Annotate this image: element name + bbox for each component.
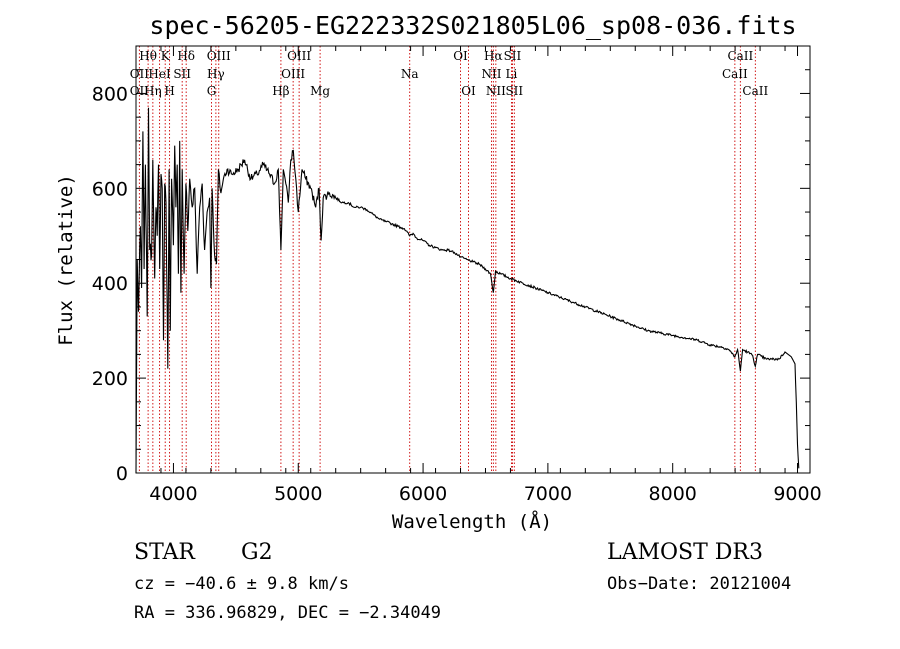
line-label-6: H bbox=[164, 84, 174, 98]
y-tick-label-4: 800 bbox=[92, 83, 128, 105]
line-label-7: SII bbox=[173, 67, 191, 81]
line-label-0: Hθ bbox=[139, 49, 157, 63]
line-label-2: OII bbox=[130, 84, 150, 98]
line-label-8: Hδ bbox=[177, 49, 195, 63]
plot-frame bbox=[135, 45, 811, 474]
line-label-16: Na bbox=[401, 67, 419, 81]
spectral-line-markers bbox=[138, 46, 756, 473]
y-tick-label-1: 200 bbox=[92, 368, 128, 390]
line-label-24: SII bbox=[505, 84, 523, 98]
line-label-25: CaII bbox=[722, 67, 748, 81]
line-label-3: Hη bbox=[144, 84, 162, 98]
y-tick-label-2: 400 bbox=[92, 273, 128, 295]
line-label-18: OI bbox=[461, 84, 476, 98]
object-class: STAR bbox=[134, 540, 195, 565]
line-label-13: OIII bbox=[287, 49, 311, 63]
line-label-17: OI bbox=[453, 49, 468, 63]
line-label-22: SII bbox=[504, 49, 522, 63]
y-axis-label: Flux (relative) bbox=[55, 174, 77, 346]
x-tick-label-5: 9000 bbox=[773, 483, 821, 505]
line-label-19: Hα bbox=[484, 49, 503, 63]
spectrum-series bbox=[135, 107, 800, 474]
object-subclass: G2 bbox=[241, 540, 273, 565]
line-label-5: K bbox=[161, 49, 171, 63]
line-label-9: OIII bbox=[207, 49, 231, 63]
redshift-text: cz = −40.6 ± 9.8 km/s bbox=[134, 574, 349, 594]
axes: 4000 5000 6000 7000 8000 9000 0 200 400 600 800 bbox=[92, 46, 822, 505]
x-tick-label-2: 6000 bbox=[399, 483, 447, 505]
x-tick-label-4: 8000 bbox=[649, 483, 697, 505]
x-tick-label-3: 7000 bbox=[524, 483, 572, 505]
line-label-14: OIII bbox=[281, 67, 305, 81]
y-tick-label-0: 0 bbox=[116, 463, 128, 485]
line-label-20: NII bbox=[481, 67, 501, 81]
x-tick-label-0: 4000 bbox=[149, 483, 197, 505]
chart-title: spec-56205-EG222332S021805L06_sp08-036.f… bbox=[149, 11, 796, 40]
survey-name: LAMOST DR3 bbox=[607, 540, 763, 565]
line-label-11: G bbox=[207, 84, 217, 98]
line-label-23: Li bbox=[506, 67, 518, 81]
line-label-10: Hγ bbox=[207, 67, 225, 81]
line-label-26: CaII bbox=[727, 49, 753, 63]
line-label-21: NII bbox=[486, 84, 506, 98]
coordinates-text: RA = 336.96829, DEC = −2.34049 bbox=[134, 603, 442, 623]
y-tick-label-3: 600 bbox=[92, 178, 128, 200]
line-label-27: CaII bbox=[742, 84, 768, 98]
x-axis-label: Wavelength (Å) bbox=[392, 510, 552, 533]
line-label-15: Mg bbox=[310, 84, 330, 98]
observation-date: Obs−Date: 20121004 bbox=[607, 574, 792, 594]
line-label-4: HeI bbox=[148, 67, 171, 81]
line-label-1: OII bbox=[130, 67, 150, 81]
spectrum-line bbox=[135, 107, 800, 474]
line-label-12: Hβ bbox=[272, 84, 289, 98]
x-tick-label-1: 5000 bbox=[274, 483, 322, 505]
